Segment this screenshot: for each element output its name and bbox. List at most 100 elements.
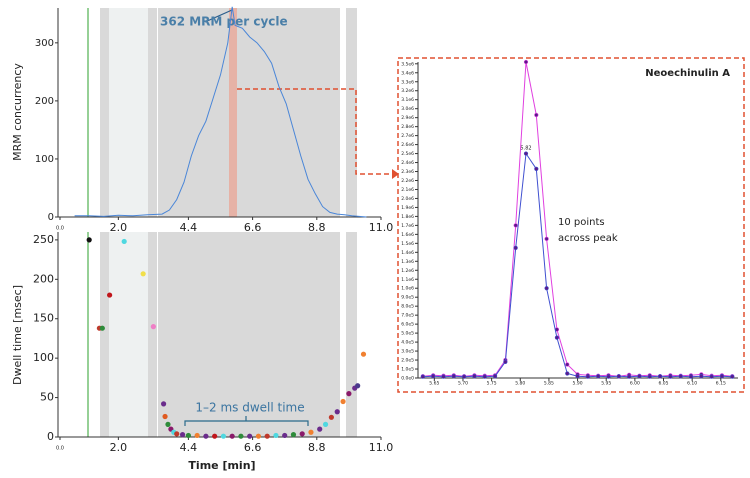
point — [616, 374, 621, 379]
x-tick-label: 6.10 — [687, 381, 697, 387]
point — [678, 374, 683, 379]
point — [544, 286, 549, 291]
x-tick-label: 8.8 — [308, 441, 326, 454]
point — [554, 335, 560, 340]
point — [282, 432, 288, 439]
point — [699, 374, 704, 379]
y-tick-label: 3.0e6 — [401, 106, 414, 112]
callouts — [184, 9, 745, 426]
x-tick-label: 11.0 — [369, 221, 394, 234]
point — [585, 374, 590, 379]
y-tick-label: 4.0e5 — [401, 340, 414, 346]
y-tick-label: 1.6e6 — [401, 232, 414, 238]
y-tick-label: 2.5e6 — [401, 151, 414, 157]
point — [565, 362, 570, 367]
point — [513, 223, 518, 228]
point — [255, 433, 262, 439]
annotation: 10 points — [558, 217, 605, 228]
point — [107, 292, 113, 298]
point — [647, 374, 652, 379]
y-tick-label: 3.2e6 — [401, 88, 414, 94]
y-tick-label: 1.1e6 — [401, 277, 414, 283]
point — [657, 374, 663, 379]
x-tick-label: 8.8 — [308, 221, 326, 234]
x-tick-label: 5.75 — [487, 381, 497, 387]
point — [140, 271, 146, 277]
peak-label: 5.82 — [520, 146, 531, 152]
point — [637, 374, 642, 379]
point — [431, 374, 436, 379]
x-tick-label: 5.80 — [515, 381, 525, 387]
point — [174, 431, 180, 437]
x-tick-label: 6.15 — [716, 381, 726, 387]
y-tick-label: 0 — [47, 430, 54, 443]
point — [317, 426, 323, 432]
annotation: 1–2 ms dwell time — [195, 401, 304, 415]
x-tick-label: 6.6 — [244, 221, 262, 234]
line — [422, 152, 733, 378]
point — [238, 433, 244, 439]
y-axis-label: Dwell time [msec] — [11, 285, 24, 385]
y-tick-label: 5.0e5 — [401, 331, 414, 337]
point — [719, 374, 725, 379]
point — [150, 324, 156, 330]
line — [74, 6, 367, 218]
point — [328, 414, 334, 420]
point — [420, 374, 425, 379]
x-tick-label: 6.00 — [630, 381, 640, 387]
y-tick-label: 2.4e6 — [401, 160, 414, 166]
annotation: across peak — [558, 233, 618, 244]
point — [523, 151, 529, 156]
y-tick-label: 1.9e6 — [401, 205, 414, 211]
y-tick-label: 2.7e6 — [401, 133, 414, 139]
point — [247, 433, 253, 439]
point — [534, 166, 539, 171]
point — [346, 391, 352, 397]
y-tick-label: 3.3e6 — [401, 79, 414, 85]
x-tick-label: 5.95 — [601, 381, 611, 387]
point — [688, 374, 694, 379]
x-tick-label: 5.70 — [458, 381, 468, 387]
x-tick-label: 6.05 — [658, 381, 668, 387]
y-tick-label: 7.0e5 — [401, 313, 414, 319]
point — [334, 409, 340, 415]
point — [185, 432, 191, 439]
point — [523, 59, 529, 65]
point — [668, 374, 673, 379]
point — [220, 433, 227, 439]
annotation: 362 MRM per cycle — [160, 15, 288, 29]
point — [194, 432, 200, 439]
point — [565, 371, 570, 376]
point — [482, 374, 487, 379]
x-tick-label: 5.65 — [429, 381, 439, 387]
y-tick-label: 100 — [33, 351, 54, 364]
x-tick-label: 4.4 — [180, 221, 198, 234]
point — [86, 237, 92, 243]
y-tick-label: 1.0e6 — [401, 286, 414, 292]
y-tick-label: 2.2e6 — [401, 178, 414, 184]
inset-title: Neoechinulin A — [645, 68, 730, 79]
y-tick-label: 0.0e0 — [401, 376, 414, 382]
x-tick-label: 4.4 — [180, 441, 198, 454]
y-tick-label: 2.6e6 — [401, 142, 414, 148]
point — [534, 112, 539, 118]
point — [575, 374, 580, 379]
y-tick-label: 3.1e6 — [401, 97, 414, 103]
point — [179, 432, 186, 438]
point — [492, 374, 498, 379]
point — [322, 421, 329, 427]
point — [441, 374, 446, 379]
point — [451, 374, 456, 379]
y-tick-label: 3.5e6 — [401, 61, 414, 67]
y-tick-label: 1.3e6 — [401, 259, 414, 265]
point — [162, 413, 168, 420]
y-axis-label: MRM concurrency — [11, 63, 24, 161]
x-tick-label: 11.0 — [369, 441, 394, 454]
y-tick-label: 150 — [33, 312, 54, 325]
point — [355, 383, 361, 389]
point — [264, 433, 270, 439]
time-segments — [87, 8, 357, 437]
x-tick-label: 5.90 — [573, 381, 583, 387]
point — [709, 374, 714, 379]
